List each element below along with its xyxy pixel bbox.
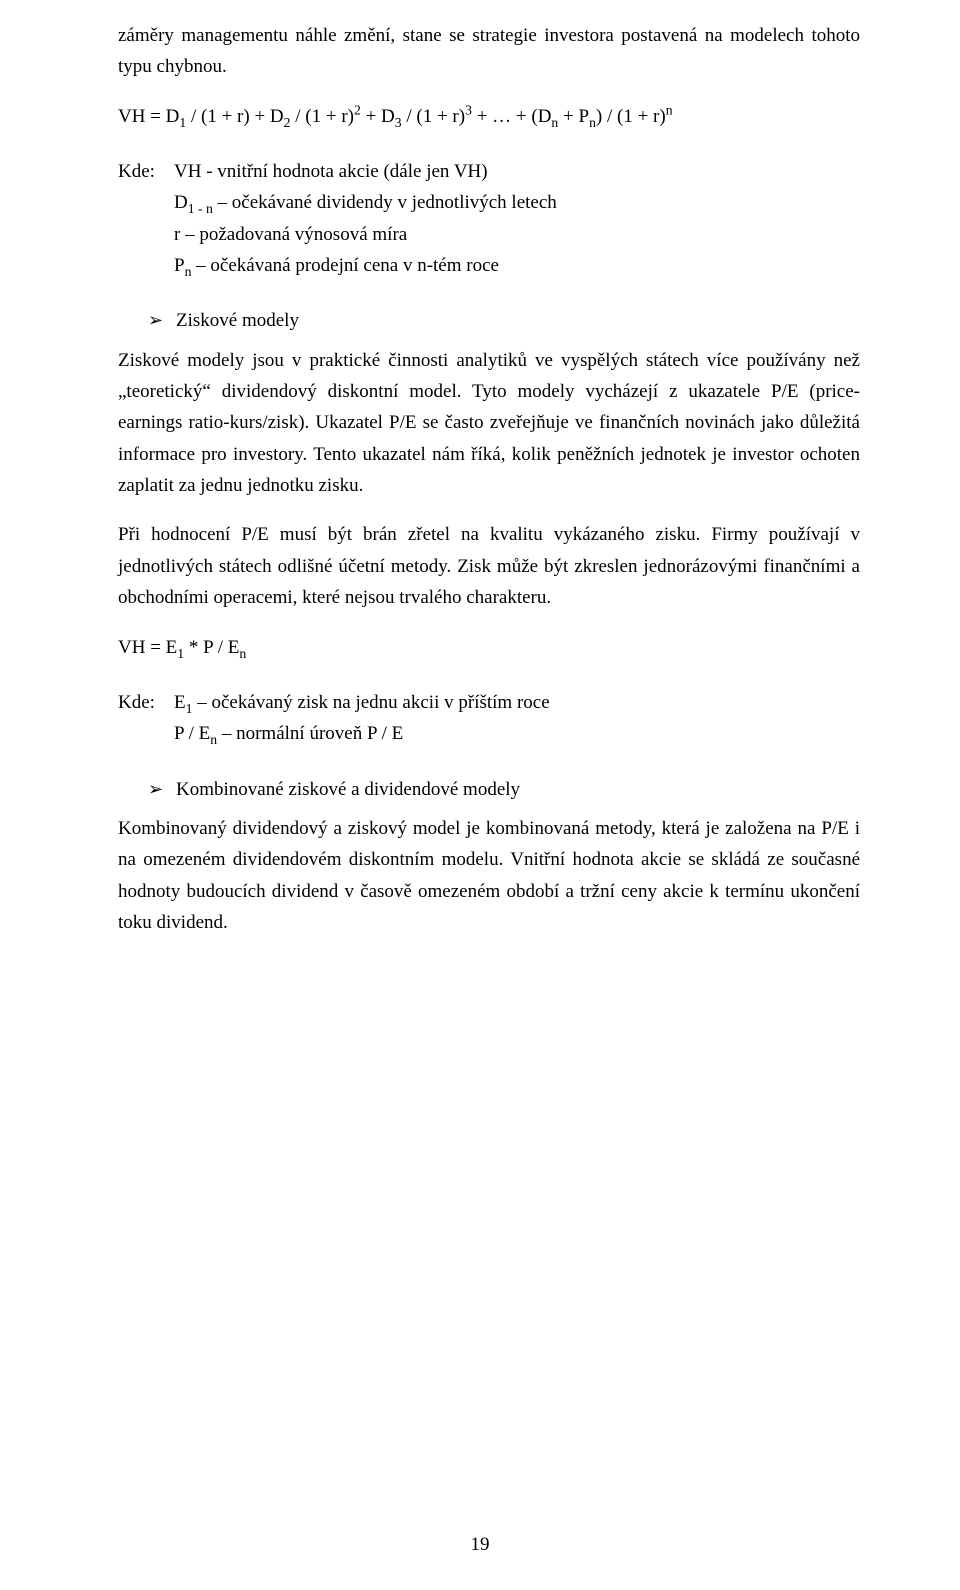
page-number: 19 (0, 1529, 960, 1560)
kde1-line3: r – požadovaná výnosová míra (174, 219, 860, 250)
formula-vh-dividends: VH = D1 / (1 + r) + D2 / (1 + r)2 + D3 /… (118, 101, 860, 132)
paragraph-ziskove-2: Při hodnocení P/E musí být brán zřetel n… (118, 519, 860, 613)
paragraph-kombinovane: Kombinovaný dividendový a ziskový model … (118, 813, 860, 938)
kde1-line4: Pn – očekávaná prodejní cena v n-tém roc… (174, 250, 860, 281)
triangle-bullet-icon: ➢ (148, 306, 176, 336)
bullet-kombinovane-label: Kombinované ziskové a dividendové modely (176, 774, 520, 805)
bullet-ziskove-modely: ➢ Ziskové modely (148, 305, 860, 336)
kde1-line1: VH - vnitřní hodnota akcie (dále jen VH) (174, 156, 860, 187)
kde-label: Kde: (118, 156, 174, 187)
kde2-line2: P / En – normální úroveň P / E (174, 718, 860, 749)
paragraph-intro-tail: záměry managementu náhle změní, stane se… (118, 20, 860, 83)
bullet-ziskove-label: Ziskové modely (176, 305, 299, 336)
kde-block-2: Kde: E1 – očekávaný zisk na jednu akcii … (118, 687, 860, 750)
document-page: záměry managementu náhle změní, stane se… (0, 0, 960, 1590)
kde2-line1: E1 – očekávaný zisk na jednu akcii v pří… (174, 687, 860, 718)
paragraph-ziskove-1: Ziskové modely jsou v praktické činnosti… (118, 345, 860, 502)
kde-label: Kde: (118, 687, 174, 718)
kde-block-1: Kde: VH - vnitřní hodnota akcie (dále je… (118, 156, 860, 281)
triangle-bullet-icon: ➢ (148, 775, 176, 805)
bullet-kombinovane-modely: ➢ Kombinované ziskové a dividendové mode… (148, 774, 860, 805)
formula-vh-earnings: VH = E1 * P / En (118, 632, 860, 663)
kde1-line2: D1 - n – očekávané dividendy v jednotliv… (174, 187, 860, 218)
